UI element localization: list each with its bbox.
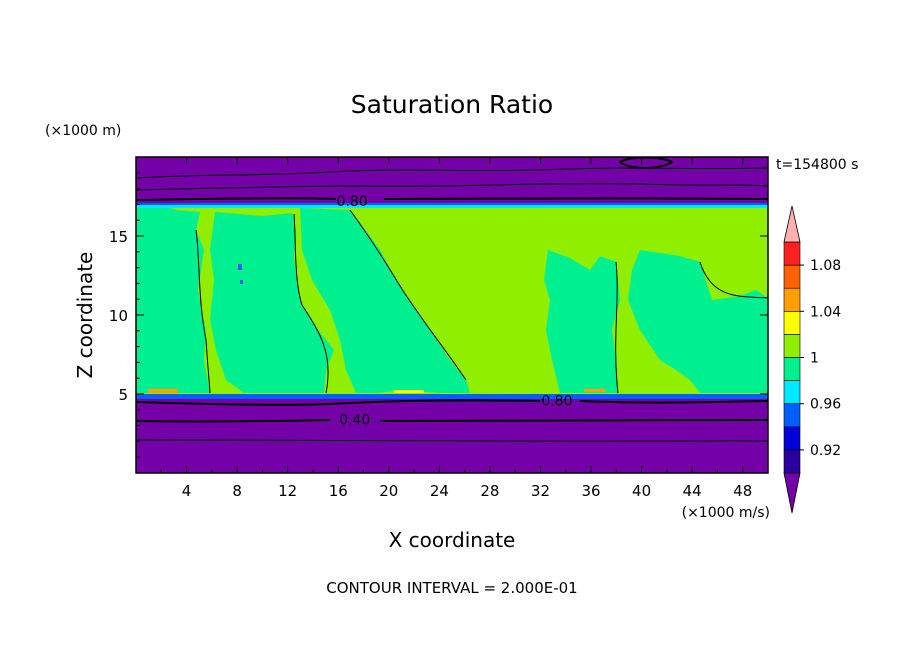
warm-strip <box>394 390 424 393</box>
contour-line <box>195 229 211 394</box>
contour-line <box>615 261 619 394</box>
colorbar-bin <box>783 334 801 358</box>
x-tick-label: 8 <box>232 482 242 500</box>
colorbar-label: 0.96 <box>810 397 841 413</box>
teal-patch <box>210 212 334 393</box>
contour-line <box>699 261 768 299</box>
warm-strip <box>584 389 606 392</box>
contour-line <box>136 419 768 423</box>
teal-patch <box>544 250 620 393</box>
contour-line <box>349 209 467 381</box>
x-tick-label: 28 <box>480 482 499 500</box>
y-tick-label: 15 <box>109 228 128 246</box>
x-tick-label: 12 <box>278 482 297 500</box>
x-axis: 4 8 12 16 20 24 28 32 36 40 44 48 <box>160 157 752 500</box>
contour-label: 0.80 <box>337 194 368 210</box>
x-tick-label: 36 <box>581 482 600 500</box>
contour-lines <box>136 157 768 442</box>
contour-label: 0.40 <box>339 412 370 428</box>
y-axis: 5 10 15 <box>109 172 768 458</box>
contour-line <box>136 167 768 179</box>
teal-patch <box>300 208 470 393</box>
warm-strip <box>148 389 178 393</box>
x-tick-label: 40 <box>632 482 651 500</box>
contour-line <box>618 157 674 169</box>
contour-line <box>136 439 768 442</box>
green-patch <box>440 208 552 272</box>
contour-label-layer: 0.80 0.80 0.40 <box>337 194 573 428</box>
chart-title: Saturation Ratio <box>351 90 553 119</box>
x-tick-label: 4 <box>182 482 192 500</box>
colorbar-bin <box>783 264 801 289</box>
colorbar-label: 0.92 <box>810 443 841 459</box>
x-tick-label: 48 <box>733 482 752 500</box>
x-tick-label: 32 <box>531 482 550 500</box>
colorbar-bin <box>783 426 801 451</box>
blue-speck <box>240 280 243 284</box>
x-axis-title: X coordinate <box>389 528 516 552</box>
colorbar-bin <box>783 241 801 266</box>
contour-interval-note: CONTOUR INTERVAL = 2.000E-01 <box>326 579 577 597</box>
y-unit-label: (×1000 m) <box>45 123 121 139</box>
time-label: t=154800 s <box>776 157 858 173</box>
x-tick-label: 20 <box>379 482 398 500</box>
colorbar-bin <box>783 403 801 428</box>
lower-edge-band <box>136 393 768 399</box>
x-tick-label: 16 <box>329 482 348 500</box>
contour-line <box>136 399 768 406</box>
y-tick-label: 5 <box>118 386 128 404</box>
colorbar-label: 1 <box>810 351 819 367</box>
colorbar-bin <box>783 380 801 405</box>
colorbar-label: 1.08 <box>810 258 841 274</box>
colorbar-bin <box>783 357 801 381</box>
x-tick-label: 44 <box>683 482 702 500</box>
x-unit-label: (×1000 m/s) <box>682 505 770 521</box>
contour-line <box>136 183 768 191</box>
colorbar-bin <box>783 449 801 474</box>
colorbar-under-arrow <box>783 472 801 514</box>
teal-patch <box>136 208 210 393</box>
blue-speck <box>238 264 242 270</box>
teal-patch <box>628 250 768 393</box>
colorbar-bin <box>783 287 801 312</box>
colorbar-over-arrow <box>783 205 801 243</box>
contour-line <box>293 213 329 394</box>
y-tick-label: 10 <box>109 307 128 325</box>
colorbar-label: 1.04 <box>810 304 841 320</box>
contour-field <box>136 157 768 473</box>
x-tick-label: 24 <box>430 482 449 500</box>
colorbar-bin <box>783 310 801 335</box>
y-axis-title: Z coordinate <box>73 252 97 379</box>
contour-line <box>136 197 768 201</box>
colorbar: 1.08 1.04 1 0.96 0.92 <box>783 205 841 514</box>
contour-label: 0.80 <box>541 393 572 409</box>
